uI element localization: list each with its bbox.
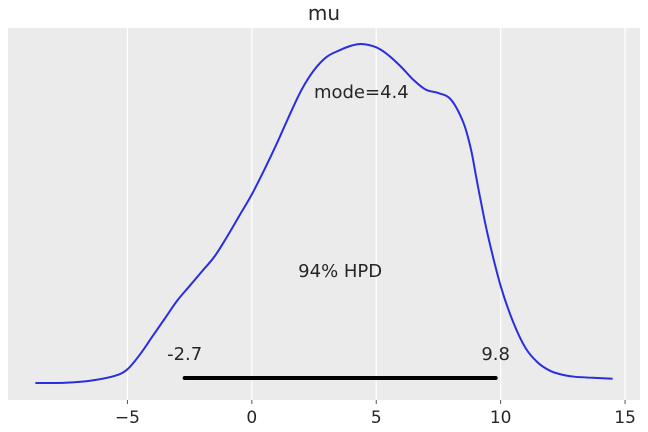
density-curve (35, 42, 613, 385)
x-tick-label: 10 (490, 408, 512, 428)
plot-area (8, 28, 640, 400)
hpd-label: 94% HPD (298, 261, 382, 282)
grid-lines (126, 28, 626, 400)
chart-title: mu (308, 1, 340, 25)
hpd-high-label: 9.8 (481, 344, 510, 365)
x-tick-label: 5 (371, 408, 382, 428)
x-tick-label: 15 (614, 408, 636, 428)
hpd-low-label: -2.7 (167, 344, 202, 365)
x-axis-ticks: −5 0 5 10 15 (115, 400, 636, 428)
x-tick-label: −5 (115, 408, 140, 428)
x-tick-label: 0 (246, 408, 257, 428)
mode-label: mode=4.4 (314, 82, 409, 103)
